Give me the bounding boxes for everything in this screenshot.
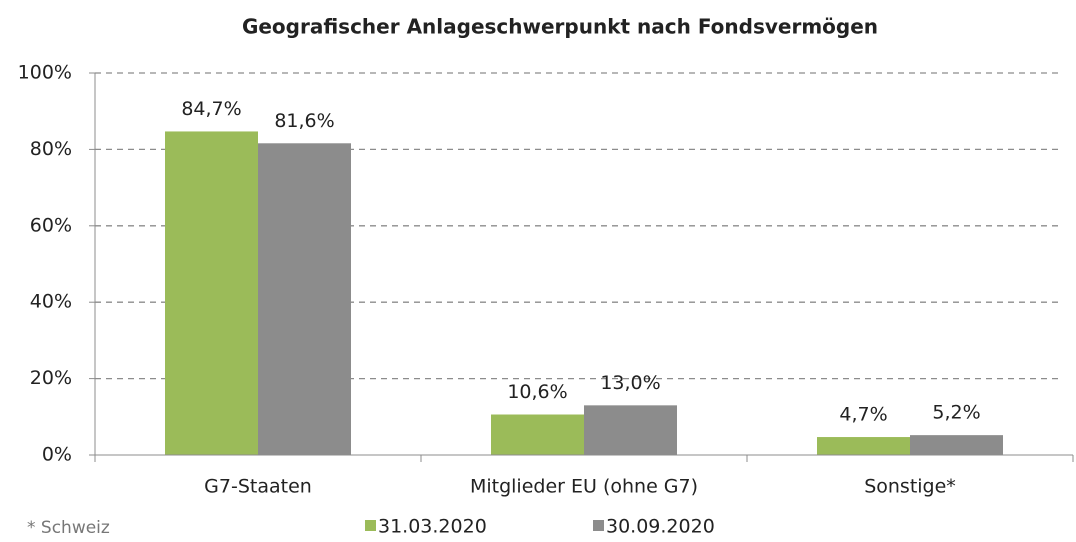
value-label: 10,6% <box>507 381 567 403</box>
chart-title: Geografischer Anlageschwerpunkt nach Fon… <box>242 15 878 39</box>
bar <box>584 405 677 455</box>
value-label: 84,7% <box>181 98 241 120</box>
x-tick-label: Sonstige* <box>864 476 956 498</box>
x-tick-label: G7-Staaten <box>204 476 312 498</box>
legend-swatch <box>593 520 604 531</box>
bar <box>165 131 258 456</box>
y-tick-label: 0% <box>42 444 72 466</box>
y-tick-label: 20% <box>30 367 72 389</box>
bar <box>817 437 910 455</box>
bar <box>258 143 351 455</box>
y-tick-label: 40% <box>30 291 72 313</box>
value-label: 81,6% <box>274 110 334 132</box>
y-tick-label: 60% <box>30 214 72 236</box>
y-tick-label: 100% <box>18 62 72 84</box>
legend-label: 30.09.2020 <box>606 516 715 538</box>
bar <box>491 414 584 455</box>
value-label: 5,2% <box>932 402 980 424</box>
legend-label: 31.03.2020 <box>378 516 487 538</box>
footnote: * Schweiz <box>27 518 110 538</box>
value-label: 4,7% <box>839 404 887 426</box>
y-tick-label: 80% <box>30 138 72 160</box>
bar <box>910 435 1003 455</box>
legend-swatch <box>365 520 376 531</box>
x-tick-label: Mitglieder EU (ohne G7) <box>470 476 698 498</box>
value-label: 13,0% <box>600 372 660 394</box>
